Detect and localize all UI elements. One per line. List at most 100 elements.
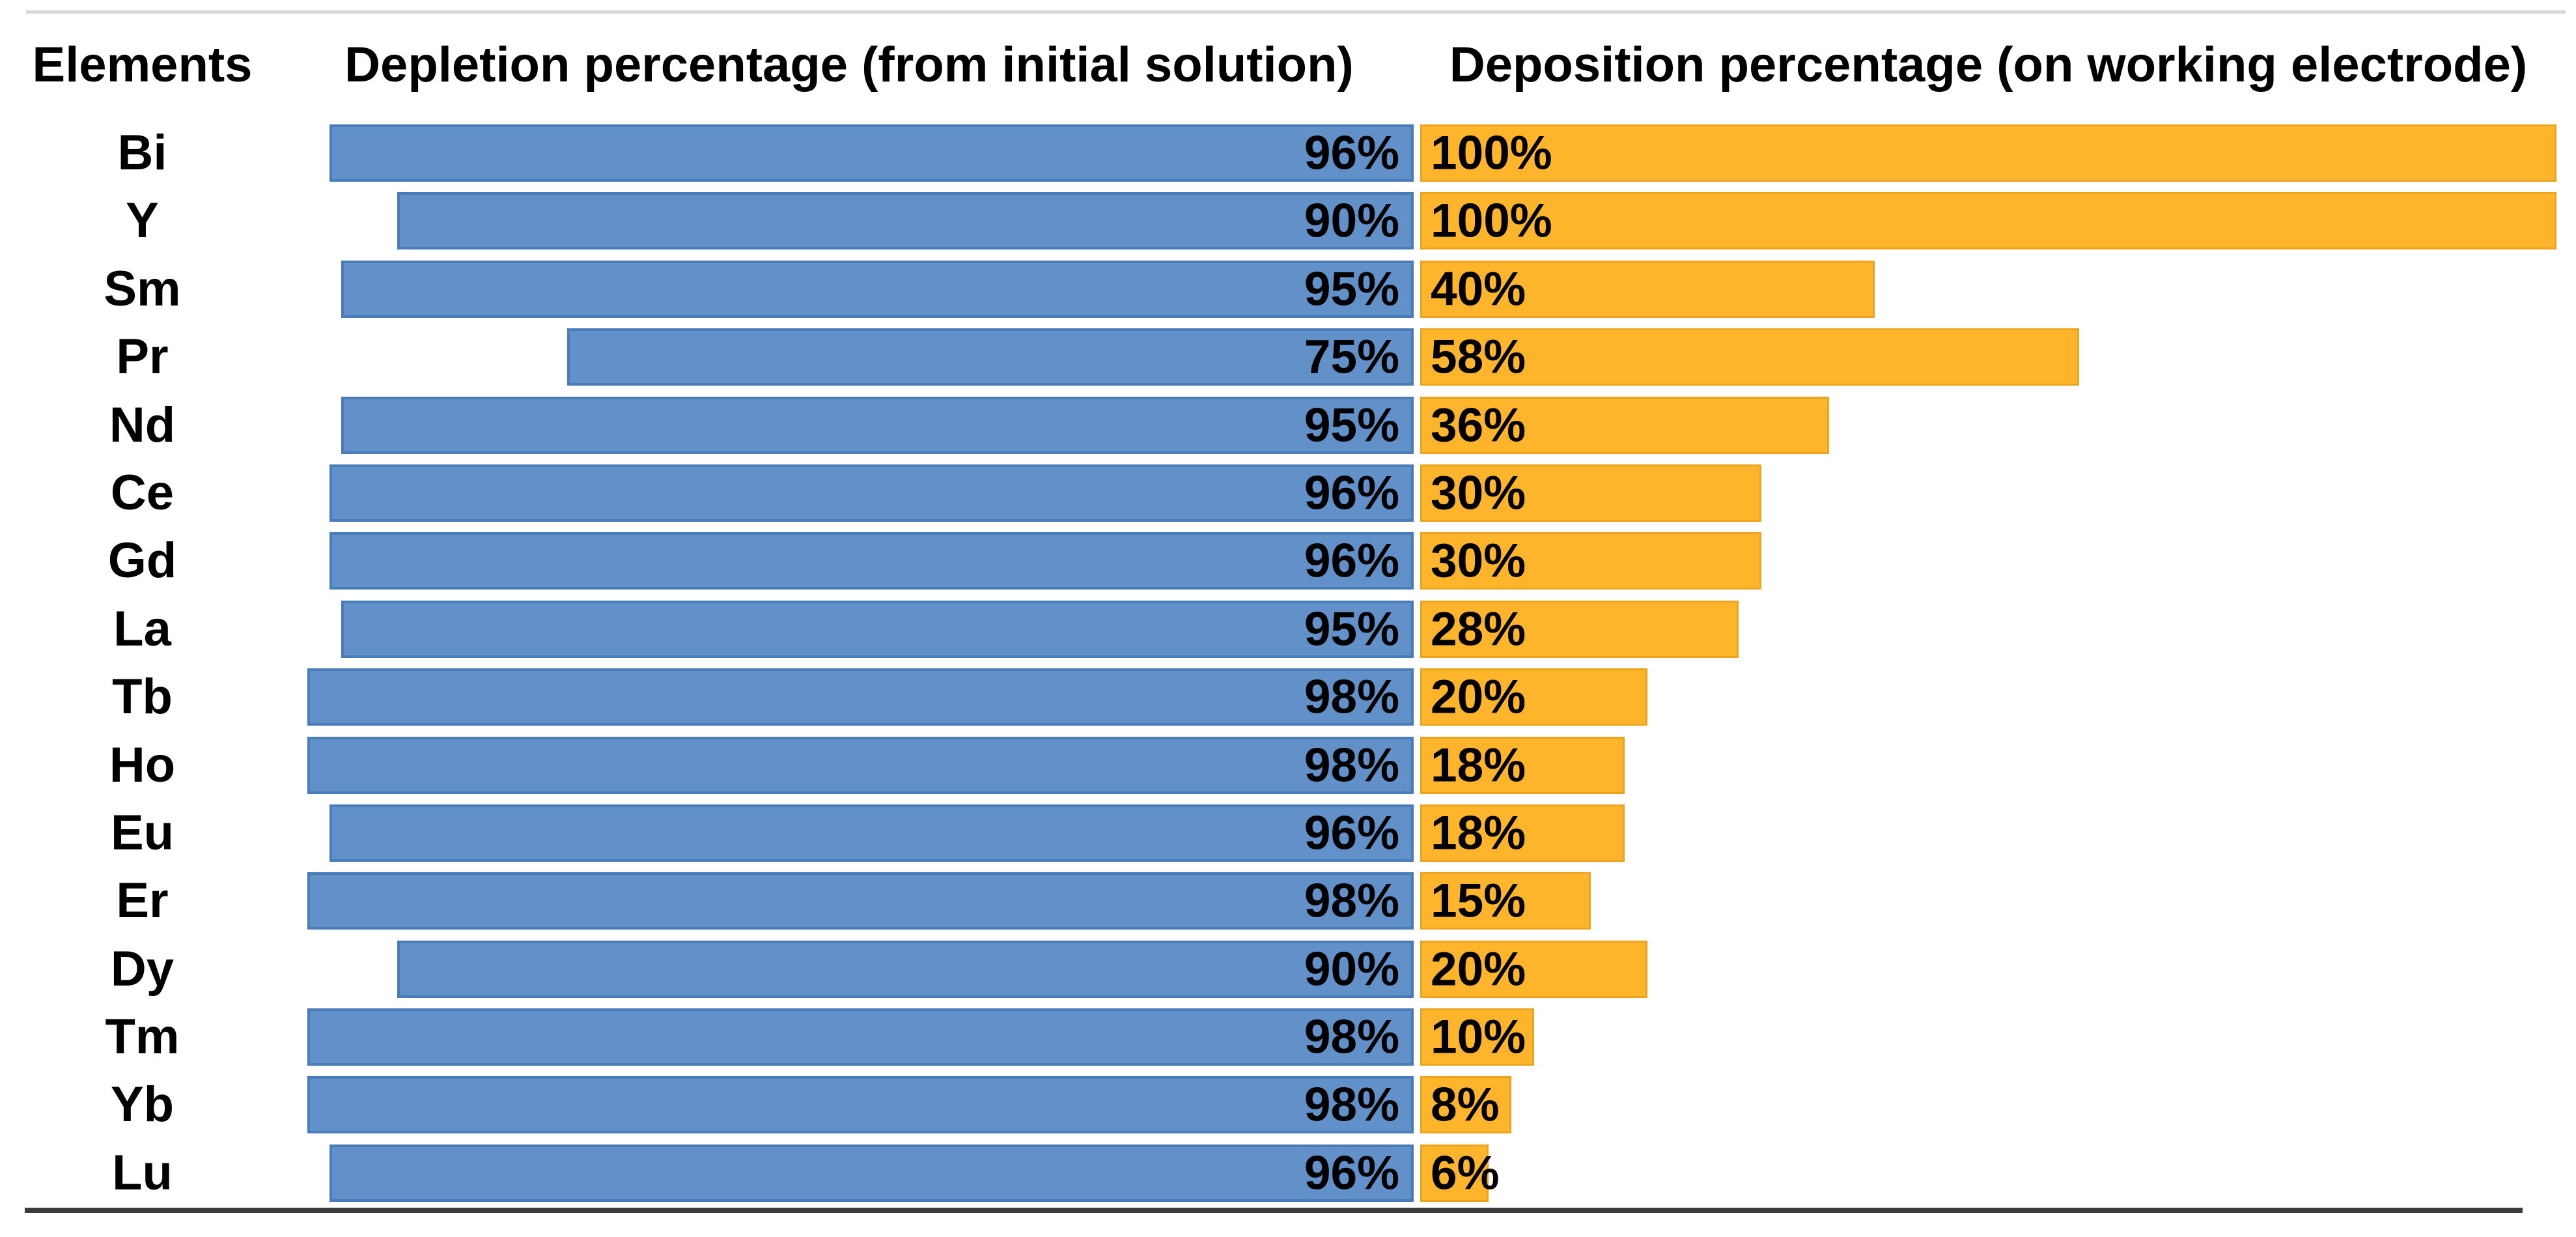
depletion-cell: 96% bbox=[285, 464, 1414, 522]
table-row: Tm 98% 10% bbox=[0, 1008, 2563, 1066]
deposition-bar bbox=[1420, 940, 1647, 998]
element-label: Y bbox=[126, 193, 159, 249]
depletion-bar bbox=[307, 1076, 1414, 1134]
deposition-value-label: 15% bbox=[1431, 874, 1526, 928]
deposition-bar bbox=[1420, 328, 2080, 386]
depletion-bar bbox=[307, 736, 1414, 794]
table-row: Nd 95% 36% bbox=[0, 396, 2563, 454]
deposition-value-label: 8% bbox=[1431, 1078, 1500, 1131]
depletion-bar bbox=[397, 192, 1414, 250]
deposition-value-label: 100% bbox=[1431, 194, 1552, 248]
bar-rows: Bi 96% 100% Y 90% 100% Sm 95% 40% Pr 75% 58% Nd 95% 36… bbox=[0, 124, 2563, 1202]
column-header-deposition: Deposition percentage (on working electr… bbox=[1449, 37, 2528, 93]
element-label: Gd bbox=[107, 533, 177, 589]
deposition-bar bbox=[1420, 464, 1761, 522]
deposition-cell: 18% bbox=[1420, 804, 2556, 862]
column-gap bbox=[1414, 261, 1420, 318]
element-label: Tm bbox=[105, 1009, 180, 1065]
column-gap bbox=[1414, 532, 1420, 590]
depletion-value-label: 96% bbox=[1304, 466, 1399, 520]
table-row: Er 98% 15% bbox=[0, 872, 2563, 930]
depletion-value-label: 95% bbox=[1304, 399, 1399, 452]
deposition-bar bbox=[1420, 872, 1591, 930]
deposition-value-label: 18% bbox=[1431, 806, 1526, 860]
deposition-cell: 20% bbox=[1420, 940, 2556, 998]
column-header-elements: Elements bbox=[32, 37, 253, 93]
depletion-value-label: 90% bbox=[1304, 194, 1399, 248]
deposition-cell: 30% bbox=[1420, 464, 2556, 522]
depletion-cell: 90% bbox=[285, 940, 1414, 998]
column-gap bbox=[1414, 1145, 1420, 1202]
depletion-cell: 95% bbox=[285, 600, 1414, 658]
depletion-cell: 75% bbox=[285, 328, 1414, 386]
deposition-bar bbox=[1420, 396, 1830, 454]
deposition-value-label: 30% bbox=[1431, 466, 1526, 520]
deposition-value-label: 40% bbox=[1431, 263, 1526, 316]
column-gap bbox=[1414, 941, 1420, 998]
deposition-bar bbox=[1420, 600, 1739, 658]
element-label: La bbox=[113, 601, 171, 657]
depletion-cell: 96% bbox=[285, 532, 1414, 590]
deposition-value-label: 18% bbox=[1431, 739, 1526, 792]
table-row: Y 90% 100% bbox=[0, 192, 2563, 250]
deposition-cell: 36% bbox=[1420, 396, 2556, 454]
depletion-bar bbox=[329, 124, 1414, 182]
deposition-value-label: 100% bbox=[1431, 126, 1552, 180]
table-row: Tb 98% 20% bbox=[0, 668, 2563, 726]
depletion-value-label: 95% bbox=[1304, 263, 1399, 316]
table-row: Eu 96% 18% bbox=[0, 804, 2563, 862]
column-gap bbox=[1414, 601, 1420, 658]
depletion-cell: 96% bbox=[285, 124, 1414, 182]
table-row: Sm 95% 40% bbox=[0, 260, 2563, 318]
column-gap bbox=[1414, 192, 1420, 249]
column-gap bbox=[1414, 668, 1420, 726]
depletion-bar bbox=[307, 1008, 1414, 1066]
deposition-cell: 10% bbox=[1420, 1008, 2556, 1066]
column-gap bbox=[1414, 804, 1420, 862]
element-label: Ho bbox=[109, 737, 176, 793]
column-gap bbox=[1414, 737, 1420, 794]
table-row: Pr 75% 58% bbox=[0, 328, 2563, 386]
depletion-value-label: 96% bbox=[1304, 126, 1399, 180]
deposition-value-label: 6% bbox=[1431, 1146, 1500, 1200]
depletion-cell: 98% bbox=[285, 1076, 1414, 1134]
element-label: Sm bbox=[104, 261, 181, 317]
table-row: Dy 90% 20% bbox=[0, 940, 2563, 998]
deposition-bar bbox=[1420, 668, 1647, 726]
depletion-value-label: 98% bbox=[1304, 1078, 1399, 1131]
element-label: Nd bbox=[109, 397, 176, 453]
column-gap bbox=[1414, 397, 1420, 454]
depletion-value-label: 98% bbox=[1304, 670, 1399, 724]
element-label: Lu bbox=[112, 1145, 173, 1201]
column-gap bbox=[1414, 124, 1420, 182]
deposition-value-label: 10% bbox=[1431, 1010, 1526, 1064]
column-header-depletion: Depletion percentage (from initial solut… bbox=[344, 37, 1354, 93]
depletion-value-label: 90% bbox=[1304, 943, 1399, 996]
table-row: Ce 96% 30% bbox=[0, 464, 2563, 522]
deposition-value-label: 28% bbox=[1431, 603, 1526, 656]
table-row: Gd 96% 30% bbox=[0, 532, 2563, 590]
column-gap bbox=[1414, 872, 1420, 930]
table-row: Ho 98% 18% bbox=[0, 736, 2563, 794]
deposition-bar bbox=[1420, 532, 1761, 590]
bottom-border-line bbox=[25, 1208, 2523, 1213]
column-gap bbox=[1414, 464, 1420, 522]
depletion-value-label: 98% bbox=[1304, 1010, 1399, 1064]
depletion-cell: 98% bbox=[285, 1008, 1414, 1066]
deposition-value-label: 20% bbox=[1431, 670, 1526, 724]
deposition-cell: 18% bbox=[1420, 736, 2556, 794]
deposition-value-label: 58% bbox=[1431, 330, 1526, 384]
depletion-cell: 98% bbox=[285, 872, 1414, 930]
depletion-value-label: 75% bbox=[1304, 330, 1399, 384]
deposition-cell: 40% bbox=[1420, 260, 2556, 318]
depletion-cell: 98% bbox=[285, 736, 1414, 794]
deposition-bar bbox=[1420, 260, 1875, 318]
element-label: Yb bbox=[110, 1077, 175, 1133]
deposition-cell: 8% bbox=[1420, 1076, 2556, 1134]
element-label: Tb bbox=[112, 669, 173, 725]
depletion-bar bbox=[329, 532, 1414, 590]
depletion-bar bbox=[341, 396, 1414, 454]
deposition-cell: 100% bbox=[1420, 192, 2556, 250]
column-gap bbox=[1414, 1076, 1420, 1133]
column-gap bbox=[1414, 1008, 1420, 1066]
